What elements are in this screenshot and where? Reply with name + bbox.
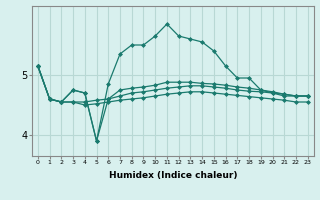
X-axis label: Humidex (Indice chaleur): Humidex (Indice chaleur) <box>108 171 237 180</box>
